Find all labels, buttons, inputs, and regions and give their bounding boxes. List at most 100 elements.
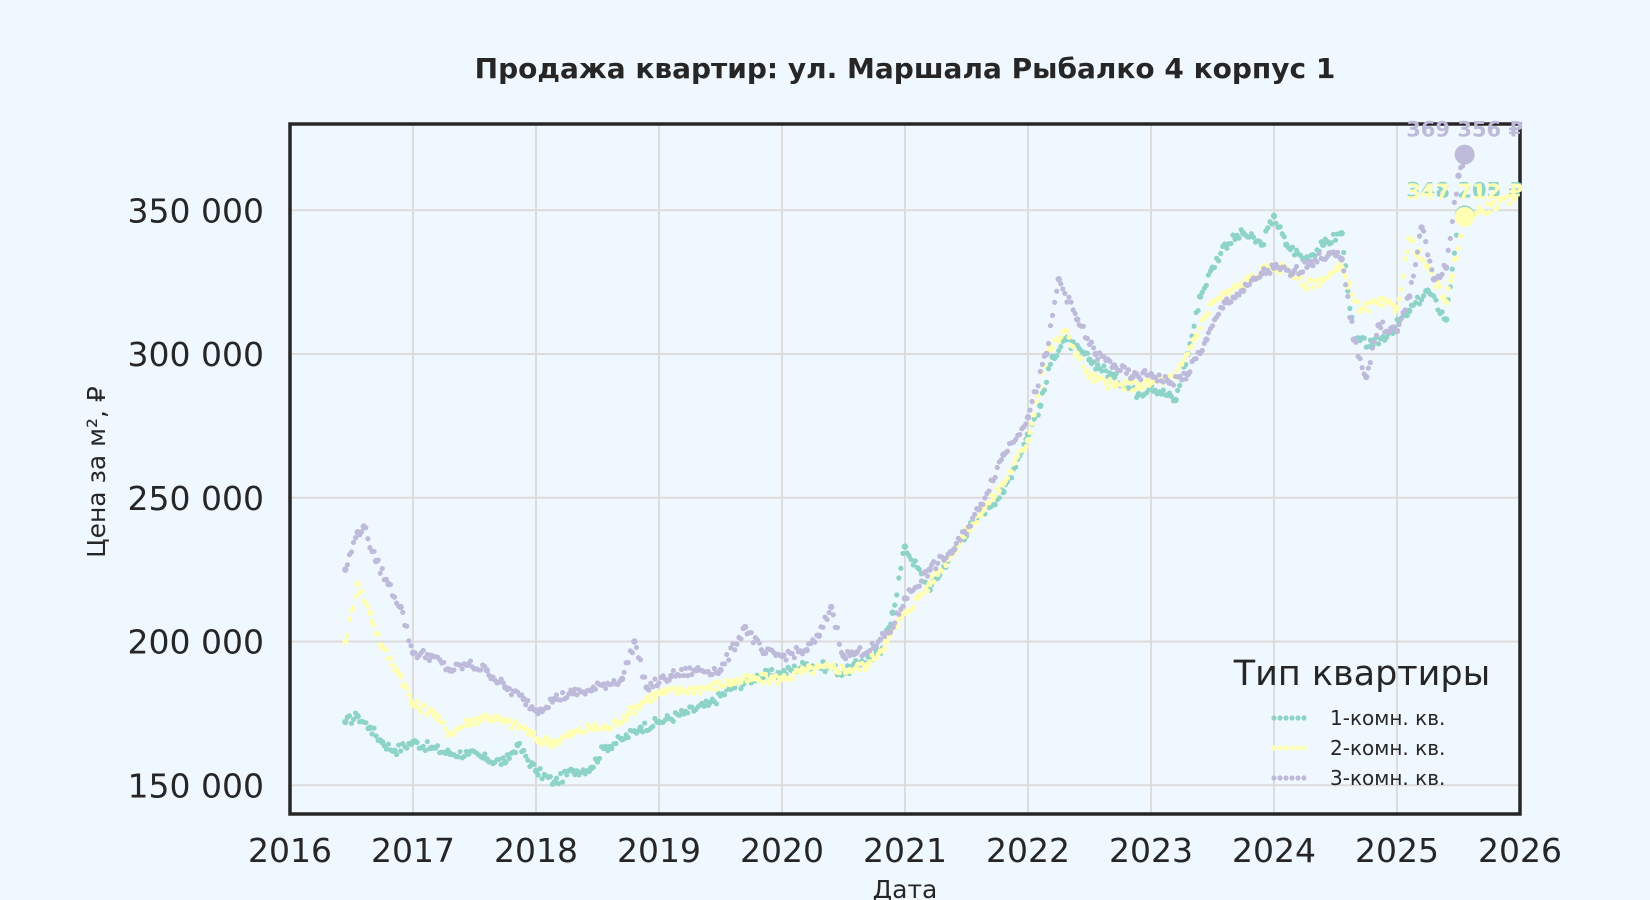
data-point — [467, 658, 473, 664]
data-point — [619, 719, 625, 725]
data-point — [1199, 347, 1205, 354]
data-point — [1211, 264, 1218, 271]
data-point — [633, 644, 640, 651]
plot-frame — [288, 122, 1522, 816]
data-point — [826, 609, 832, 616]
data-point — [564, 733, 570, 739]
data-point — [1455, 245, 1462, 251]
data-point — [877, 636, 884, 642]
data-point — [375, 632, 381, 638]
data-point — [387, 655, 394, 661]
data-point — [953, 540, 959, 547]
data-point — [1447, 278, 1453, 284]
data-point — [1347, 314, 1353, 321]
data-point — [1179, 376, 1185, 383]
data-point — [1080, 323, 1086, 329]
data-point — [537, 737, 543, 743]
data-point — [1261, 265, 1267, 272]
data-point — [1416, 301, 1423, 307]
data-point — [1445, 285, 1451, 291]
data-point — [640, 729, 646, 735]
data-point — [756, 640, 763, 646]
data-point — [1045, 366, 1052, 372]
data-point — [354, 713, 361, 720]
data-point — [609, 725, 615, 731]
data-point — [916, 583, 922, 589]
data-point — [1443, 299, 1450, 306]
data-point — [1396, 321, 1402, 328]
data-point — [1367, 360, 1373, 366]
data-point — [1258, 270, 1265, 277]
data-point — [1363, 300, 1369, 306]
data-point — [988, 492, 994, 498]
data-point — [342, 638, 349, 645]
data-point — [517, 740, 523, 747]
data-point — [387, 581, 394, 588]
data-point — [1402, 307, 1408, 313]
data-point — [676, 684, 683, 690]
data-point — [904, 595, 910, 602]
data-point — [1490, 199, 1496, 205]
data-point — [1289, 244, 1296, 250]
data-point — [881, 633, 888, 640]
data-point — [1349, 291, 1355, 297]
data-point — [1058, 281, 1064, 287]
y-tick-label: 150 000 — [128, 766, 264, 805]
data-point — [371, 548, 377, 554]
data-point — [580, 767, 586, 773]
data-point — [650, 691, 656, 697]
data-point — [420, 647, 426, 654]
data-point — [1398, 286, 1404, 292]
data-point — [963, 531, 970, 537]
data-point — [797, 670, 804, 676]
data-point — [760, 680, 767, 686]
data-point — [1011, 460, 1017, 467]
data-point — [678, 666, 685, 673]
data-point — [916, 566, 922, 572]
legend-label: 3-комн. кв. — [1330, 766, 1445, 790]
data-point — [1359, 365, 1365, 371]
data-point — [383, 746, 389, 752]
data-point — [857, 645, 863, 651]
data-point — [1091, 379, 1097, 385]
data-point — [726, 657, 732, 663]
legend-swatch-dot — [1295, 775, 1301, 781]
data-point — [506, 685, 512, 692]
data-point — [420, 743, 426, 749]
data-point — [1205, 272, 1211, 278]
data-point — [1119, 382, 1125, 388]
data-point — [1199, 289, 1205, 295]
data-point — [1380, 302, 1386, 309]
data-point — [1185, 351, 1191, 357]
data-point — [756, 677, 763, 684]
data-point — [1047, 323, 1054, 329]
data-point — [437, 713, 443, 719]
data-point — [1267, 270, 1273, 276]
data-point — [926, 580, 933, 588]
data-point — [1375, 341, 1382, 347]
legend-swatch-dot — [1271, 715, 1277, 721]
data-point — [414, 739, 420, 745]
data-point — [1293, 247, 1300, 253]
data-point — [1107, 358, 1113, 364]
data-point — [344, 562, 350, 568]
data-point — [1341, 249, 1347, 256]
data-point — [451, 667, 457, 673]
data-point — [443, 726, 449, 732]
data-point — [857, 667, 863, 673]
data-point — [1033, 399, 1039, 405]
data-point — [1093, 372, 1099, 378]
data-point — [769, 666, 775, 673]
data-point — [389, 662, 396, 668]
data-point — [1427, 258, 1433, 264]
data-point — [1224, 292, 1230, 298]
data-point — [1070, 344, 1076, 350]
data-point — [508, 725, 514, 731]
data-point — [992, 474, 998, 481]
data-point — [1058, 343, 1064, 350]
data-point — [957, 537, 963, 543]
data-point — [1195, 307, 1201, 314]
data-point — [383, 647, 389, 653]
data-point — [432, 710, 439, 716]
data-point — [1298, 252, 1304, 259]
